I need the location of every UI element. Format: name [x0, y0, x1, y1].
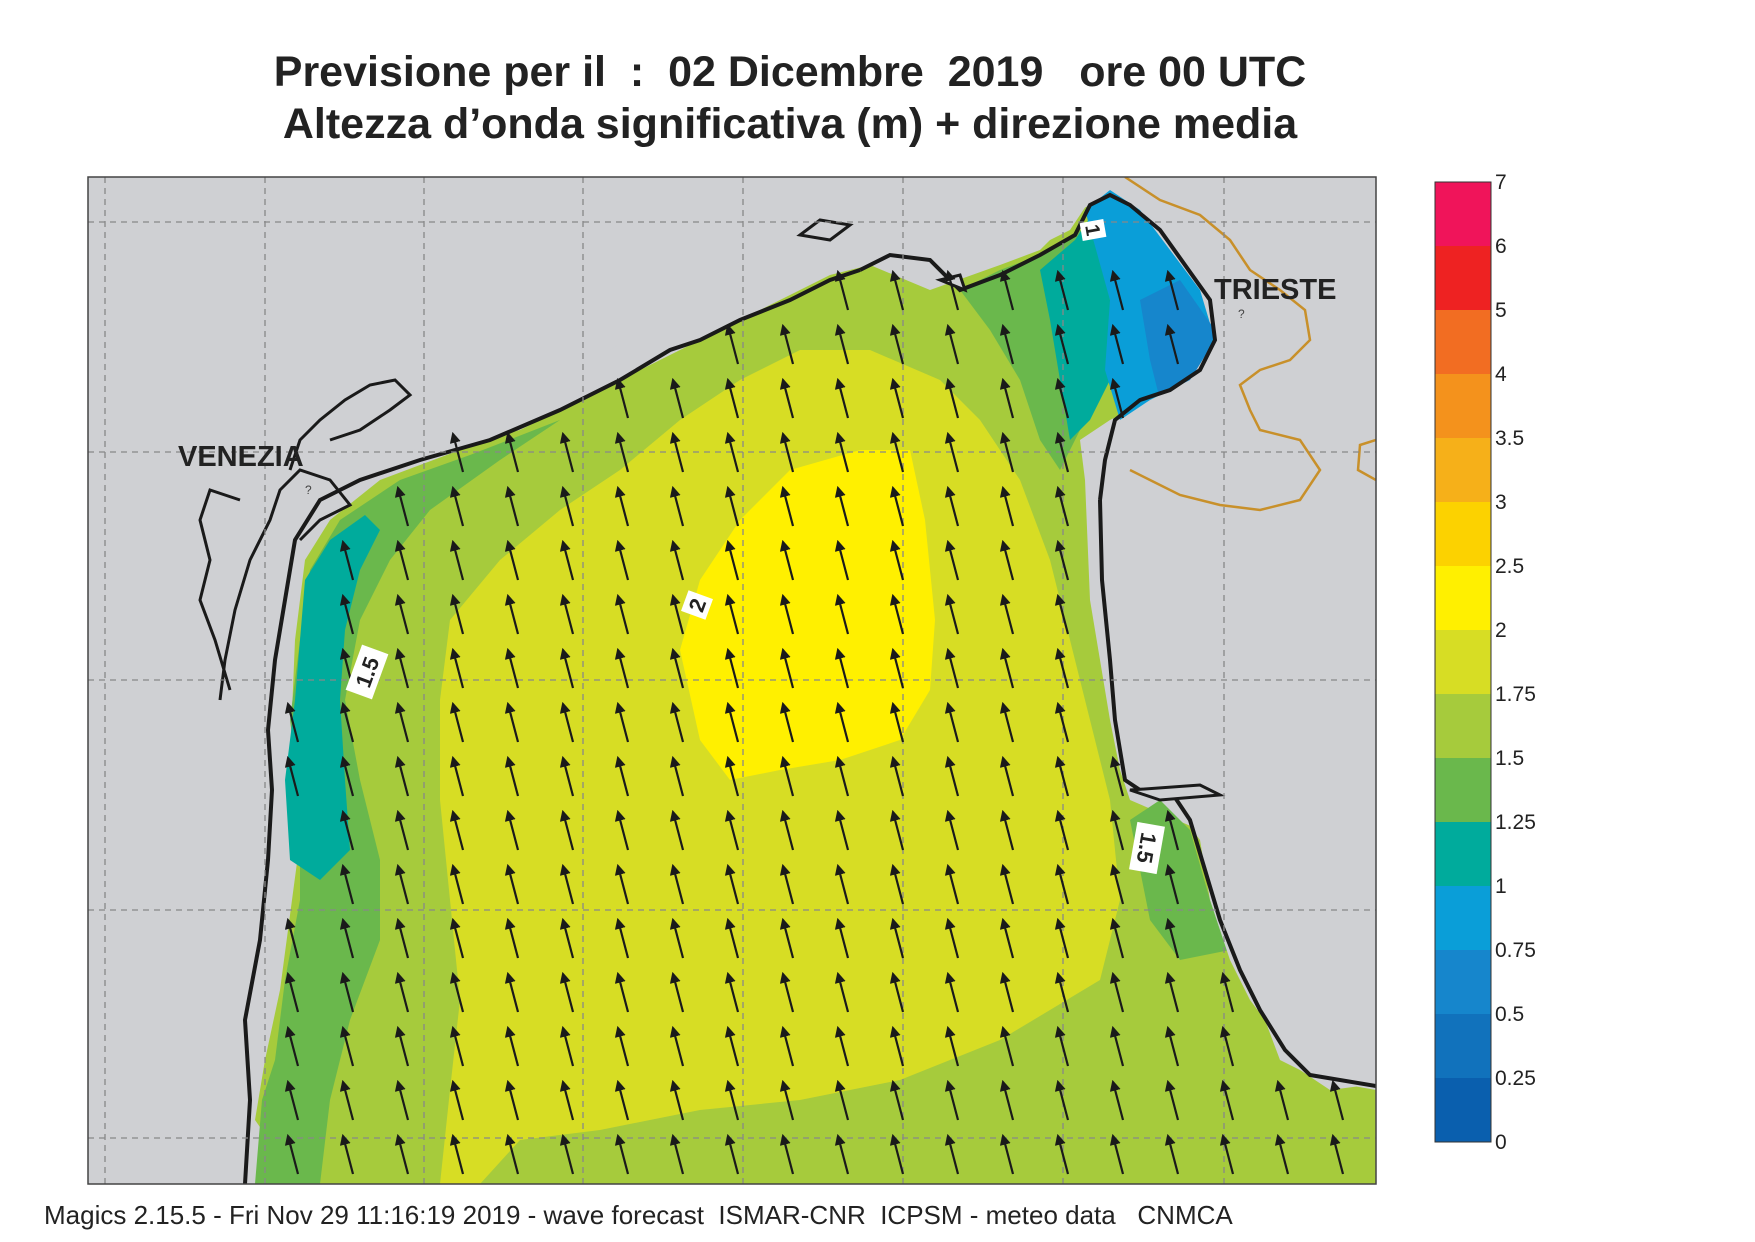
colorbar-label: 7	[1495, 171, 1507, 194]
colorbar-swatch	[1435, 950, 1491, 1015]
colorbar-label: 2.5	[1495, 555, 1524, 578]
colorbar-label: 0.5	[1495, 1003, 1524, 1026]
colorbar-swatch	[1435, 310, 1491, 375]
colorbar-label: 1.25	[1495, 811, 1536, 834]
svg-text:1.5: 1.5	[1132, 831, 1162, 865]
colorbar-swatch	[1435, 694, 1491, 759]
city-label-venezia: VENEZIA	[178, 441, 304, 473]
colorbar-swatch	[1435, 630, 1491, 695]
colorbar-swatch	[1435, 246, 1491, 311]
colorbar-label: 5	[1495, 299, 1507, 322]
colorbar-label: 3	[1495, 491, 1507, 514]
colorbar-swatch	[1435, 374, 1491, 439]
colorbar-swatch	[1435, 758, 1491, 823]
colorbar-swatch	[1435, 182, 1491, 247]
colorbar-label: 1	[1495, 875, 1507, 898]
colorbar-label: 0.25	[1495, 1067, 1536, 1090]
colorbar-label: 2	[1495, 619, 1507, 642]
colorbar-swatch	[1435, 566, 1491, 631]
colorbar-label: 0	[1495, 1131, 1507, 1154]
colorbar-label: 1.5	[1495, 747, 1524, 770]
colorbar-swatch	[1435, 502, 1491, 567]
colorbar-label: 0.75	[1495, 939, 1536, 962]
trieste-marker: ?	[1238, 307, 1245, 321]
colorbar-swatch	[1435, 1014, 1491, 1079]
colorbar-swatch	[1435, 886, 1491, 951]
colorbar-swatch	[1435, 438, 1491, 503]
footer-credits: Magics 2.15.5 - Fri Nov 29 11:16:19 2019…	[44, 1200, 1233, 1231]
colorbar: 7 6 5 4 3.5 3 2.5 2 1.75 1.5 1.25 1 0.75 0.5 0.25 0	[1435, 171, 1536, 1154]
colorbar-label: 4	[1495, 363, 1507, 386]
colorbar-label: 6	[1495, 235, 1507, 258]
colorbar-swatch	[1435, 1078, 1491, 1143]
city-label-trieste: TRIESTE	[1214, 274, 1336, 306]
map-area: 1 2 1.5 1.5	[88, 177, 1376, 1184]
colorbar-label: 1.75	[1495, 683, 1536, 706]
venezia-marker: ?	[305, 483, 312, 497]
colorbar-swatch	[1435, 822, 1491, 887]
colorbar-label: 3.5	[1495, 427, 1524, 450]
